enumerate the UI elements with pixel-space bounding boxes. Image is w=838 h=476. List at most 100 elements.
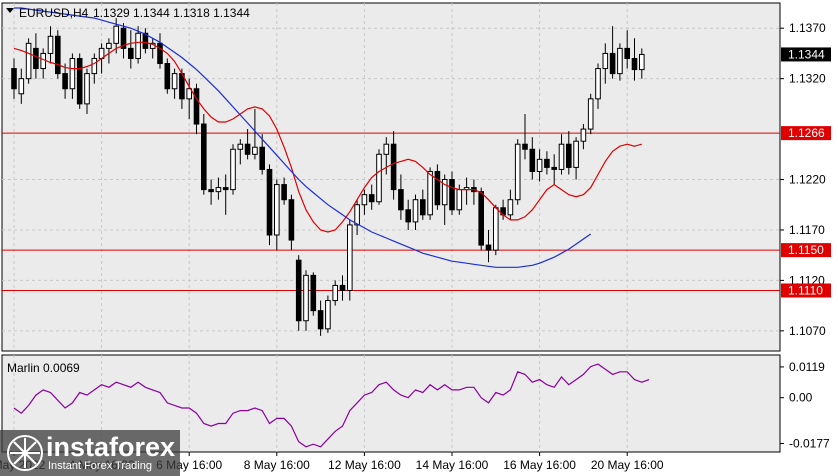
bearish-candle [128,47,134,59]
bullish-candle [230,148,236,191]
bearish-candle [368,194,375,203]
moving-averages [13,7,642,268]
bearish-candle [566,143,572,168]
level-price-tag-label: 1.1110 [788,283,823,297]
bearish-candle [339,284,346,291]
bearish-candle [11,68,17,90]
current-price-tag-label: 1.1344 [788,47,825,61]
price-axis: 1.13701.13201.12201.11701.11201.10701.12… [780,21,831,338]
horizontal-levels [2,132,780,291]
instaforex-logo: instaforex Instant Forex Trading [0,430,180,476]
bearish-candle [522,143,528,150]
bullish-candle [361,194,368,206]
bearish-candle [624,47,631,59]
bullish-candle [595,68,601,100]
bullish-candle [376,153,382,203]
bullish-candle [332,284,338,302]
bearish-candle [266,168,273,236]
bearish-candle [288,199,295,241]
logo-name: instaforex [46,432,176,462]
bearish-candle [142,32,149,49]
bullish-candle [84,73,90,105]
bullish-candle [347,224,353,291]
bearish-candle [193,88,200,125]
bearish-candle [55,35,61,75]
candles [11,18,645,336]
bearish-candle [420,199,426,216]
bullish-candle [536,158,543,172]
bullish-candle [602,52,609,70]
bearish-candle [551,166,558,170]
bearish-candle [164,63,171,90]
bearish-candle [529,148,536,172]
bearish-candle [244,143,251,155]
indicator-layer: 0.0119 0.00 -0.0177 [13,360,830,450]
bearish-candle [544,158,550,168]
bullish-candle [303,274,309,322]
bullish-candle [91,57,98,75]
bullish-candle [441,179,448,206]
bearish-candle [62,73,68,90]
indicator-tick-label: 0.00 [789,391,813,405]
bearish-candle [222,187,229,191]
bearish-candle [295,259,302,322]
bearish-candle [157,42,163,65]
bullish-candle [514,143,521,201]
bearish-candle [434,170,441,206]
bearish-candle [33,47,39,70]
level-price-tag [781,126,831,141]
bullish-candle [493,207,499,251]
bullish-candle [587,98,594,130]
indicator-tick-label: 0.0119 [789,360,825,374]
bearish-candle [405,209,411,223]
price-tick-label: 1.1320 [789,72,826,86]
collapse-triangle-icon[interactable] [6,8,14,13]
bullish-candle [18,78,25,95]
bullish-candle [237,143,244,150]
bearish-candle [449,179,455,211]
bullish-candle [274,184,280,236]
bullish-candle [354,204,360,226]
indicator-tick-label: -0.0177 [789,436,830,450]
level-price-tag-label: 1.1266 [788,126,825,140]
bullish-candle [106,42,112,49]
time-tick-label: 12 May 16:00 [328,458,401,472]
bearish-candle [609,52,616,75]
ohlc-label: 1.1329 1.1344 1.1318 1.1344 [93,6,250,20]
bullish-candle [427,170,433,216]
logo-tagline: Instant Forex Trading [48,460,152,472]
bullish-candle [25,42,32,80]
bearish-candle [390,143,397,191]
marlin-indicator-line [13,363,650,448]
bearish-candle [485,244,492,251]
bullish-candle [617,47,623,75]
price-tick-label: 1.1220 [789,173,826,187]
time-tick-label: 20 May 16:00 [591,458,664,472]
level-price-tag [781,283,831,298]
bearish-candle [201,123,207,191]
bearish-candle [631,57,638,71]
bullish-candle [412,199,419,223]
symbol-label: EURUSD,H4 [19,6,89,20]
bearish-candle [208,189,214,193]
instaforex-logo-icon [7,435,43,471]
bullish-candle [325,300,331,330]
bullish-candle [113,25,120,44]
bullish-candle [186,88,192,100]
bullish-candle [639,53,645,71]
bullish-candle [215,187,222,193]
indicator-label: Marlin 0.0069 [7,361,80,375]
slow-moving-average-line [14,7,592,268]
price-tick-label: 1.1370 [789,21,826,35]
time-tick-label: 8 May 16:00 [244,458,310,472]
price-tick-label: 1.1070 [789,324,826,338]
time-tick-label: 14 May 16:00 [416,458,489,472]
fast-moving-average-line [13,41,642,233]
bearish-candle [478,191,484,246]
bullish-candle [40,52,47,70]
bearish-candle [259,146,265,170]
bullish-candle [558,143,565,170]
bullish-candle [507,199,514,216]
price-tick-label: 1.1170 [789,223,825,237]
